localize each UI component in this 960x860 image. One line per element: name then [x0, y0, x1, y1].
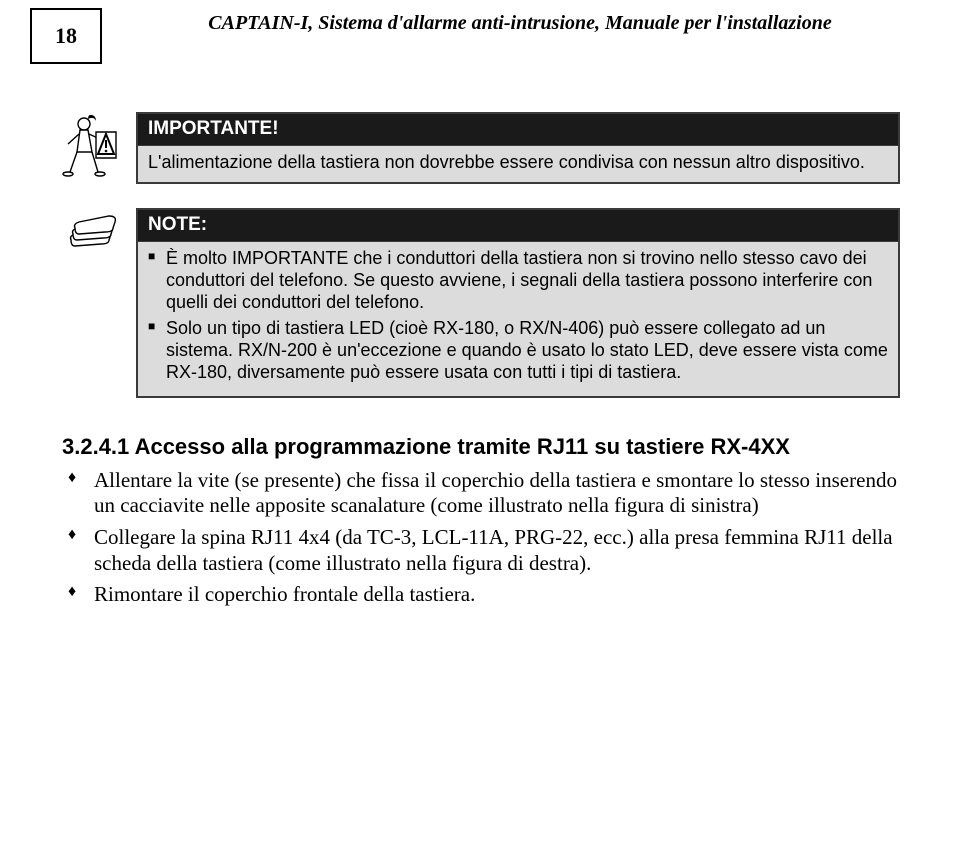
note-item: È molto IMPORTANTE che i conduttori dell…	[148, 248, 888, 314]
warning-sign-character-icon	[60, 112, 122, 186]
page-header: 18 CAPTAIN-I, Sistema d'allarme anti-int…	[0, 0, 960, 80]
document-title: CAPTAIN-I, Sistema d'allarme anti-intrus…	[110, 8, 930, 35]
note-box-header: NOTE:	[138, 210, 898, 242]
procedure-step: Collegare la spina RJ11 4x4 (da TC-3, LC…	[64, 525, 900, 576]
stacked-papers-icon	[60, 208, 122, 254]
note-box-body: È molto IMPORTANTE che i conduttori dell…	[138, 242, 898, 396]
important-box: IMPORTANTE! L'alimentazione della tastie…	[136, 112, 900, 184]
page-content: IMPORTANTE! L'alimentazione della tastie…	[0, 80, 960, 608]
page-number: 18	[55, 23, 77, 49]
section-heading: 3.2.4.1 Accesso alla programmazione tram…	[60, 434, 900, 460]
page-number-box: 18	[30, 8, 102, 64]
procedure-step: Rimontare il coperchio frontale della ta…	[64, 582, 900, 608]
note-list: È molto IMPORTANTE che i conduttori dell…	[148, 248, 888, 384]
note-box: NOTE: È molto IMPORTANTE che i conduttor…	[136, 208, 900, 398]
note-item: Solo un tipo di tastiera LED (cioè RX-18…	[148, 318, 888, 384]
important-box-header: IMPORTANTE!	[138, 114, 898, 146]
procedure-step: Allentare la vite (se presente) che fiss…	[64, 468, 900, 519]
procedure-list: Allentare la vite (se presente) che fiss…	[60, 468, 900, 608]
important-box-body: L'alimentazione della tastiera non dovre…	[138, 146, 898, 182]
note-callout: NOTE: È molto IMPORTANTE che i conduttor…	[60, 208, 900, 398]
important-callout: IMPORTANTE! L'alimentazione della tastie…	[60, 112, 900, 186]
